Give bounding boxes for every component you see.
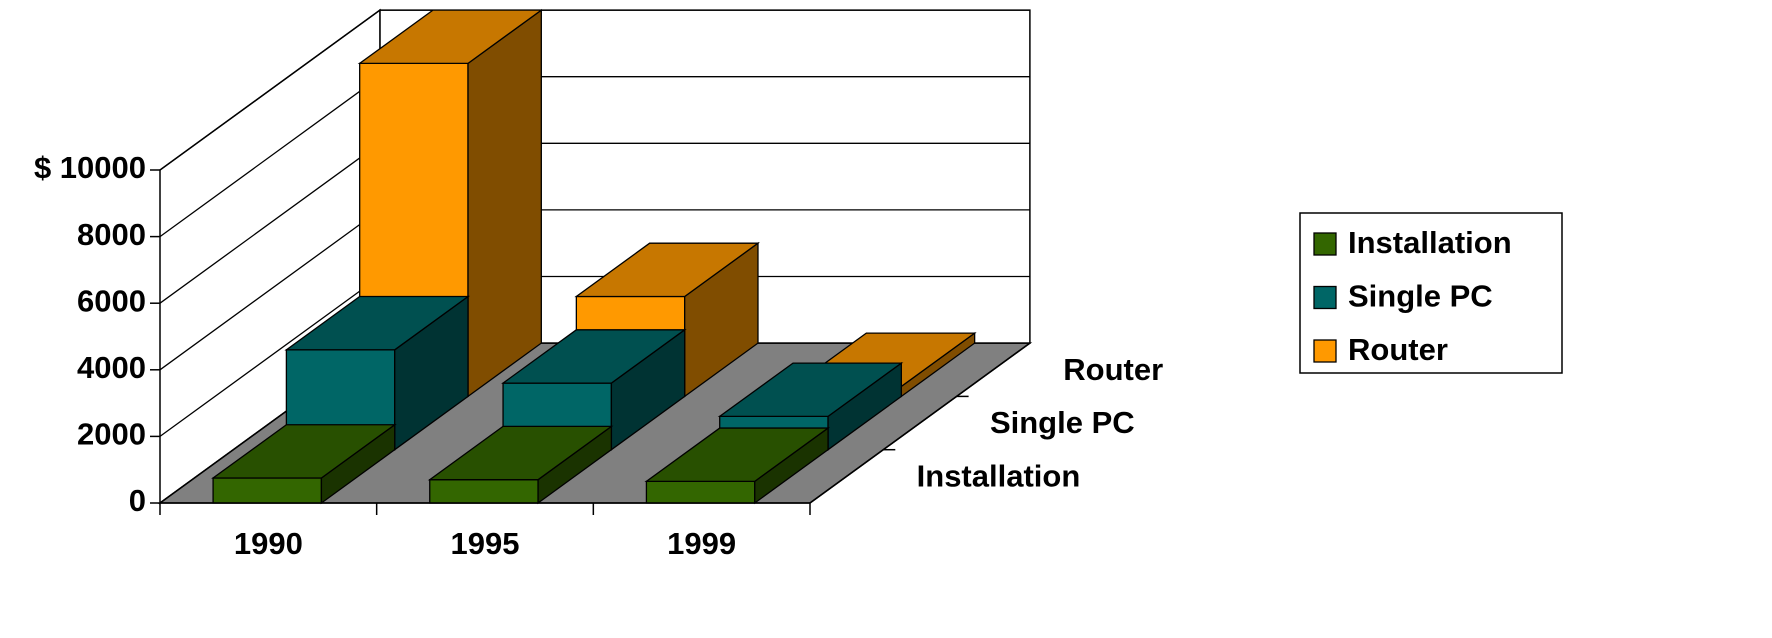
x-tick-label: 1999 (667, 526, 736, 561)
y-tick-label: 4000 (77, 350, 146, 385)
y-tick-label: 6000 (77, 283, 146, 318)
bar (211, 423, 397, 505)
bar-top (211, 424, 397, 479)
bar-side (467, 8, 542, 398)
y-tick-label: 8000 (77, 217, 146, 252)
bar-top (427, 425, 614, 481)
bar-top (644, 427, 831, 483)
grid-line (159, 9, 1030, 171)
bar (427, 425, 614, 505)
bar-front (429, 479, 539, 504)
depth-label: Installation (917, 459, 1081, 494)
depth-axis (809, 342, 1031, 504)
legend-swatch (1313, 339, 1337, 363)
bar-top (284, 295, 471, 351)
y-tick-label: 2000 (77, 417, 146, 452)
bar-top (501, 329, 687, 384)
x-tick-label: 1995 (451, 526, 520, 561)
y-tick-label: 0 (129, 483, 146, 518)
bar-front (212, 477, 323, 504)
legend-label: Router (1348, 332, 1448, 367)
bar-top (357, 9, 544, 65)
depth-label: Router (1063, 352, 1163, 387)
legend-label: Single PC (1348, 279, 1493, 314)
bar-top (574, 242, 760, 298)
y-tick-label: $ 10000 (34, 150, 146, 185)
bar-top (717, 362, 904, 418)
legend-label: Installation (1348, 225, 1512, 260)
x-tick-label: 1990 (234, 526, 303, 561)
depth-label: Single PC (990, 405, 1135, 440)
legend (1299, 212, 1563, 374)
bar (644, 426, 831, 505)
legend-swatch (1313, 232, 1337, 256)
bar-front (645, 480, 756, 504)
legend-swatch (1313, 285, 1337, 310)
